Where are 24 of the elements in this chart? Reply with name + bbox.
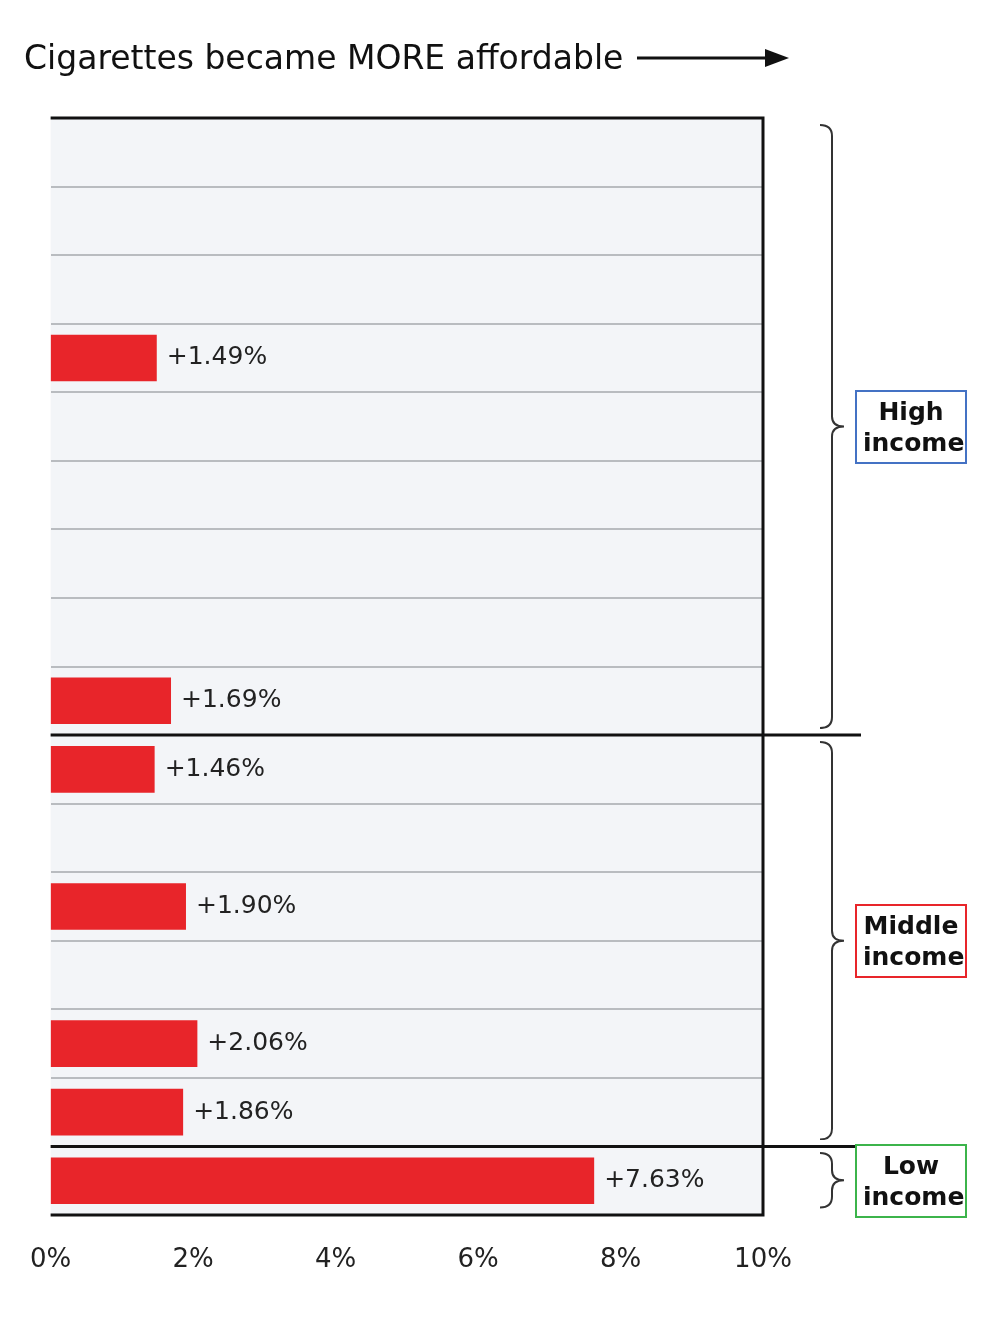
bar — [50, 1157, 595, 1205]
x-tick-label: 2% — [172, 1243, 214, 1274]
data-label: +1.69% — [181, 684, 282, 714]
data-label: +1.90% — [195, 889, 297, 919]
bar — [50, 1088, 184, 1136]
x-tick-label: 6% — [457, 1243, 499, 1274]
bar — [50, 334, 157, 382]
data-label: +1.46% — [164, 752, 266, 782]
text: Low income — [855, 1143, 967, 1218]
bar — [50, 1020, 198, 1067]
x-tick-label: 4% — [314, 1243, 357, 1274]
x-tick-label: 0% — [30, 1243, 72, 1274]
bar — [50, 677, 172, 725]
data-label: +1.49% — [166, 341, 268, 371]
bar — [50, 883, 186, 930]
bar — [50, 746, 155, 793]
data-label: +2.06% — [207, 1027, 308, 1057]
data-label: +7.63% — [604, 1164, 705, 1194]
x-tick-label: 8% — [599, 1243, 642, 1274]
data-label: +1.86% — [193, 1095, 294, 1125]
chart-title: Cigarettes became MORE affordable — [24, 38, 624, 77]
text: High income — [855, 389, 967, 464]
text: Middle income — [855, 903, 967, 978]
x-tick-label: 10% — [734, 1243, 792, 1274]
